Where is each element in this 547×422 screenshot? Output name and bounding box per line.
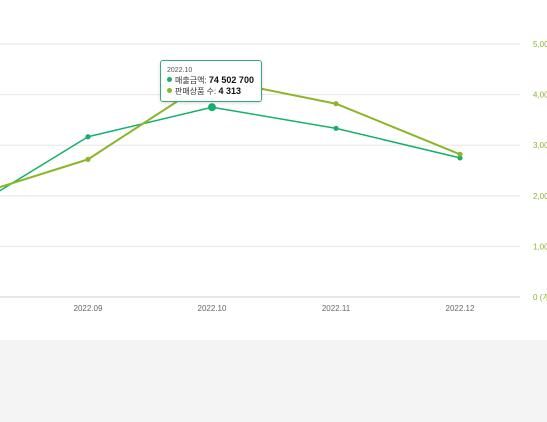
products-dot-icon [167, 88, 172, 93]
x-tick-label: 2022.09 [74, 304, 103, 313]
tooltip-products-value: 4 313 [218, 86, 242, 96]
footer-panel [0, 340, 547, 422]
y-tick-label: 3,00 [533, 141, 547, 150]
data-point [85, 156, 91, 162]
y-tick-label: 4,00 [533, 91, 547, 100]
data-point [333, 125, 339, 131]
y-tick-label: 2,00 [533, 192, 547, 201]
y-tick-label: 0 (개 [533, 292, 547, 302]
data-point [333, 101, 339, 107]
x-tick-label: 2022.11 [322, 304, 351, 313]
tooltip-sales-label: 매출금액: [175, 76, 207, 85]
y-tick-label: 1,00 [533, 242, 547, 251]
chart-area: 0 (개 1,00 2,00 3,00 4,00 5,00 2022.09 2022.10 20… [0, 40, 547, 313]
tooltip-row-products: 판매상품 수: 4 313 [167, 86, 255, 97]
series-line [0, 106, 461, 192]
chart-tooltip: 2022.10 매출금액: 74 502 700 판매상품 수: 4 313 [160, 60, 262, 102]
data-point [85, 134, 91, 140]
sales-dot-icon [167, 77, 172, 82]
x-tick-label: 2022.10 [198, 304, 227, 313]
data-point [208, 103, 216, 112]
y-tick-label: 5,00 [533, 40, 547, 49]
tooltip-sales-value: 74 502 700 [208, 75, 254, 85]
data-point [457, 151, 463, 157]
tooltip-row-sales: 매출금액: 74 502 700 [167, 75, 255, 86]
x-tick-label: 2022.12 [446, 304, 475, 313]
tooltip-title: 2022.10 [167, 67, 193, 74]
tooltip-products-label: 판매상품 수: [175, 87, 217, 96]
